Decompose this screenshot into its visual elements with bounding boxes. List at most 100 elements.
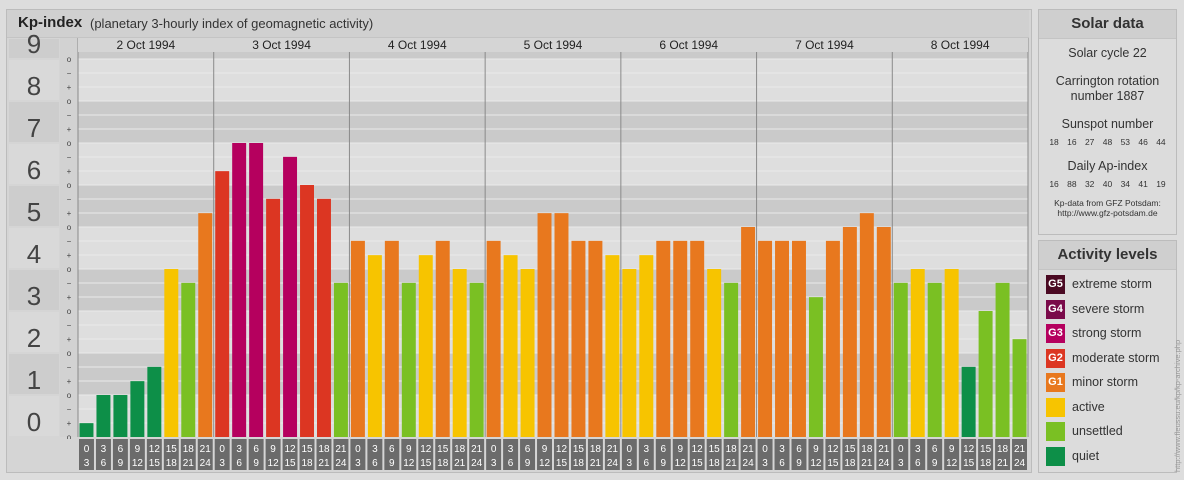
interval-start-label: 15: [301, 444, 313, 455]
interval-cell: [180, 439, 196, 470]
interval-cell: [79, 439, 94, 470]
interval-end-label: 21: [183, 458, 195, 469]
interval-cell: [129, 439, 145, 470]
kp-bar-7-2: [910, 269, 925, 437]
interval-cell: [995, 439, 1011, 470]
interval-end-label: 9: [796, 458, 802, 469]
y-minor-mark: o: [67, 139, 72, 148]
kp-bar-5-6: [707, 269, 722, 437]
kp-bar-5-2: [639, 255, 654, 437]
interval-start-label: 3: [508, 444, 514, 455]
legend-swatch: [1046, 422, 1065, 441]
day-label-6: 8 Oct 1994: [931, 38, 990, 52]
interval-end-label: 6: [372, 458, 378, 469]
interval-end-label: 18: [844, 458, 856, 469]
y-axis-cell-8: [9, 60, 59, 100]
kp-bar-4-2: [503, 255, 518, 437]
y-axis-cell-5: [9, 186, 59, 226]
interval-start-label: 18: [318, 444, 330, 455]
interval-cell: [214, 439, 230, 470]
ap-label: Daily Ap-index: [1067, 159, 1148, 173]
interval-cell: [859, 439, 875, 470]
interval-cell: [163, 439, 179, 470]
interval-start-label: 3: [372, 444, 378, 455]
kp-bar-4-1: [486, 240, 501, 437]
interval-end-label: 12: [403, 458, 415, 469]
interval-end-label: 18: [573, 458, 585, 469]
interval-end-label: 21: [454, 458, 466, 469]
interval-cell: [401, 439, 417, 470]
kp-bar-3-2: [367, 255, 382, 437]
kp-bar-3-4: [401, 282, 416, 437]
y-axis-cell-3: [9, 270, 59, 310]
interval-start-label: 3: [779, 444, 785, 455]
y-minor-mark: −: [67, 237, 72, 246]
kp-bar-1-4: [130, 381, 145, 437]
chart-title-bar: [7, 10, 1029, 38]
interval-cell: [486, 439, 502, 470]
interval-start-label: 0: [84, 444, 90, 455]
kp-bar-1-1: [79, 423, 94, 437]
interval-end-label: 24: [471, 458, 483, 469]
interval-cell: [282, 439, 298, 470]
interval-start-label: 6: [660, 444, 666, 455]
interval-end-label: 9: [932, 458, 938, 469]
interval-end-label: 15: [827, 458, 839, 469]
kp-bar-3-5: [418, 255, 433, 437]
interval-end-label: 12: [539, 458, 551, 469]
y-tick-0: 0: [27, 407, 41, 437]
interval-start-label: 9: [949, 444, 955, 455]
chart-subtitle: (planetary 3-hourly index of geomagnetic…: [90, 16, 374, 31]
interval-start-label: 12: [556, 444, 568, 455]
interval-end-label: 6: [644, 458, 650, 469]
legend-swatch: G5: [1046, 275, 1065, 294]
day-header-row: [78, 38, 1028, 52]
credit-link[interactable]: http://www.gfz-potsdam.de: [1057, 208, 1158, 218]
interval-end-label: 3: [898, 458, 904, 469]
interval-end-label: 6: [101, 458, 107, 469]
day-label-0: 2 Oct 1994: [116, 38, 175, 52]
interval-end-label: 18: [437, 458, 449, 469]
interval-start-label: 9: [270, 444, 276, 455]
kp-bar-6-1: [758, 240, 773, 437]
interval-end-label: 24: [1014, 458, 1026, 469]
interval-end-label: 21: [997, 458, 1009, 469]
watermark: http://www.fleussu.eu/kp/kp-archive.php: [1174, 340, 1182, 472]
y-axis-cell-2: [9, 312, 59, 352]
interval-cell: [418, 439, 434, 470]
y-minor-mark: o: [67, 55, 72, 64]
interval-cell: [876, 439, 892, 470]
interval-start-label: 6: [525, 444, 531, 455]
y-minor-mark: +: [67, 293, 72, 302]
interval-start-label: 15: [980, 444, 992, 455]
interval-end-label: 24: [607, 458, 619, 469]
y-minor-mark: o: [67, 433, 72, 442]
interval-axis-blank: [8, 439, 78, 470]
interval-cell: [452, 439, 468, 470]
interval-end-label: 24: [743, 458, 755, 469]
y-minor-mark: +: [67, 209, 72, 218]
y-minor-mark: −: [67, 321, 72, 330]
interval-start-label: 6: [932, 444, 938, 455]
y-tick-1: 1: [27, 365, 41, 395]
y-minor-mark: −: [67, 69, 72, 78]
kp-bar-6-8: [876, 227, 891, 437]
interval-start-label: 0: [219, 444, 225, 455]
interval-end-label: 9: [118, 458, 124, 469]
interval-end-label: 18: [301, 458, 313, 469]
kp-bar-6-4: [808, 297, 823, 437]
interval-start-label: 21: [335, 444, 347, 455]
interval-start-label: 12: [420, 444, 432, 455]
kp-bar-7-8: [1012, 339, 1027, 437]
kp-bar-3-6: [435, 240, 450, 437]
y-tick-9: 9: [27, 29, 41, 59]
y-minor-mark: −: [67, 153, 72, 162]
kp-bar-6-7: [859, 213, 874, 437]
kp-bar-5-4: [673, 240, 688, 437]
y-minor-mark: o: [67, 349, 72, 358]
interval-end-label: 12: [810, 458, 822, 469]
y-minor-mark: −: [67, 405, 72, 414]
interval-end-label: 12: [675, 458, 687, 469]
legend-label: active: [1072, 399, 1105, 414]
interval-start-label: 15: [437, 444, 449, 455]
